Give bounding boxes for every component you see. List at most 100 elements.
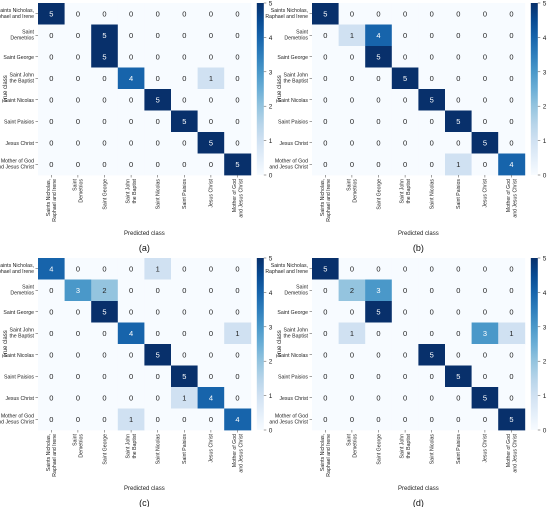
cell-value: 0 xyxy=(235,372,239,381)
heatmap-cell xyxy=(144,301,172,323)
heatmap-cell xyxy=(312,110,339,133)
heatmap-cell xyxy=(498,132,526,154)
heatmap-cell xyxy=(338,279,366,302)
x-tick-label: Saint Nicolas xyxy=(430,434,436,465)
heatmap-cell xyxy=(471,258,499,280)
cell-value: 0 xyxy=(509,372,513,381)
x-tick-label: Saints Nicholas,Raphael and Irene xyxy=(320,434,332,477)
x-tick-label: Saint George xyxy=(376,179,382,210)
heatmap-cell xyxy=(471,89,499,111)
cell-value: 0 xyxy=(235,393,239,402)
x-tick-label: Saint George xyxy=(102,179,108,210)
cell-value: 5 xyxy=(430,95,434,104)
cell-value: 1 xyxy=(509,329,513,338)
cell-value: 0 xyxy=(76,329,80,338)
heatmap-cell xyxy=(338,153,366,176)
colorbar-tick-label: 3 xyxy=(543,324,547,331)
panel-label: (d) xyxy=(413,498,424,507)
heatmap-cell xyxy=(312,89,339,111)
cell-value: 0 xyxy=(182,95,186,104)
heatmap-cell xyxy=(391,132,419,154)
cell-value: 0 xyxy=(376,160,380,169)
cell-value: 0 xyxy=(235,74,239,83)
colorbar-tick-label: 3 xyxy=(543,69,547,76)
x-tick-label: Saint Paisios xyxy=(182,179,188,209)
colorbar-tick-label: 2 xyxy=(269,104,273,111)
cell-value: 0 xyxy=(350,138,354,147)
y-tick-label: Saint George xyxy=(277,55,308,61)
heatmap-cell xyxy=(144,408,172,431)
cell-value: 0 xyxy=(323,95,327,104)
colorbar xyxy=(530,3,538,175)
heatmap-cell xyxy=(171,365,198,388)
heatmap-cell xyxy=(498,365,526,388)
cell-value: 0 xyxy=(209,31,213,40)
heatmap-cell xyxy=(471,132,499,154)
panel-label: (c) xyxy=(139,498,150,507)
cell-value: 0 xyxy=(403,117,407,126)
colorbar-tick-label: 2 xyxy=(543,359,547,366)
heatmap-cell xyxy=(171,279,198,302)
cell-value: 0 xyxy=(209,52,213,61)
heatmap-cell xyxy=(197,408,225,431)
heatmap-cell xyxy=(144,344,172,366)
x-tick-label: Saint Paisios xyxy=(456,434,462,464)
cell-value: 0 xyxy=(209,95,213,104)
cell-value: 0 xyxy=(350,95,354,104)
colorbar xyxy=(256,258,264,430)
cell-value: 0 xyxy=(483,117,487,126)
cell-value: 0 xyxy=(350,393,354,402)
heatmap-cell xyxy=(144,110,172,133)
cell-value: 1 xyxy=(235,329,239,338)
cell-value: 0 xyxy=(483,286,487,295)
colorbar xyxy=(256,3,264,175)
heatmap-cell xyxy=(471,279,499,302)
cell-value: 0 xyxy=(483,74,487,83)
cell-value: 0 xyxy=(376,138,380,147)
cell-value: 0 xyxy=(102,393,106,402)
cell-value: 0 xyxy=(235,117,239,126)
heatmap-cell xyxy=(312,24,339,47)
y-tick-label: Saint George xyxy=(3,310,34,316)
heatmap-cell xyxy=(171,153,198,176)
y-tick-label: Saint Demetrios xyxy=(284,284,308,296)
cell-value: 0 xyxy=(156,393,160,402)
y-tick-label: Saints Nicholas,Raphael and Irene xyxy=(0,263,34,275)
heatmap-cell xyxy=(117,24,145,47)
heatmap-cell xyxy=(197,46,225,68)
cell-value: 0 xyxy=(209,372,213,381)
cell-value: 0 xyxy=(350,52,354,61)
x-tick-label: Saints Nicholas,Raphael and Irene xyxy=(46,434,58,477)
cell-value: 4 xyxy=(129,329,133,338)
cell-value: 0 xyxy=(102,264,106,273)
cell-value: 0 xyxy=(456,31,460,40)
y-tick-label: Saint George xyxy=(277,310,308,316)
cell-value: 5 xyxy=(156,350,160,359)
heatmap-cell xyxy=(498,110,526,133)
y-tick-label: Saint Nicolas xyxy=(4,353,35,359)
heatmap-cell xyxy=(144,279,172,302)
cell-value: 0 xyxy=(430,74,434,83)
cell-value: 0 xyxy=(49,138,53,147)
cell-value: 0 xyxy=(49,329,53,338)
cell-value: 0 xyxy=(49,31,53,40)
heatmap-cell xyxy=(224,279,252,302)
heatmap-cell xyxy=(91,24,119,47)
heatmap-cell xyxy=(91,344,119,366)
cell-value: 0 xyxy=(376,329,380,338)
heatmap-cell xyxy=(144,67,172,90)
heatmap-cell xyxy=(38,322,65,345)
colorbar-tick-label: 1 xyxy=(269,138,273,145)
heatmap-cell xyxy=(38,258,65,280)
cell-value: 0 xyxy=(49,117,53,126)
heatmap-cell xyxy=(171,110,198,133)
cell-value: 5 xyxy=(209,138,213,147)
cell-value: 4 xyxy=(509,160,513,169)
cell-value: 0 xyxy=(235,52,239,61)
heatmap-cell xyxy=(471,365,499,388)
y-tick-label: Saint John the Baptist xyxy=(283,327,308,339)
cell-value: 0 xyxy=(456,307,460,316)
cell-value: 0 xyxy=(456,393,460,402)
heatmap-cell xyxy=(391,67,419,90)
